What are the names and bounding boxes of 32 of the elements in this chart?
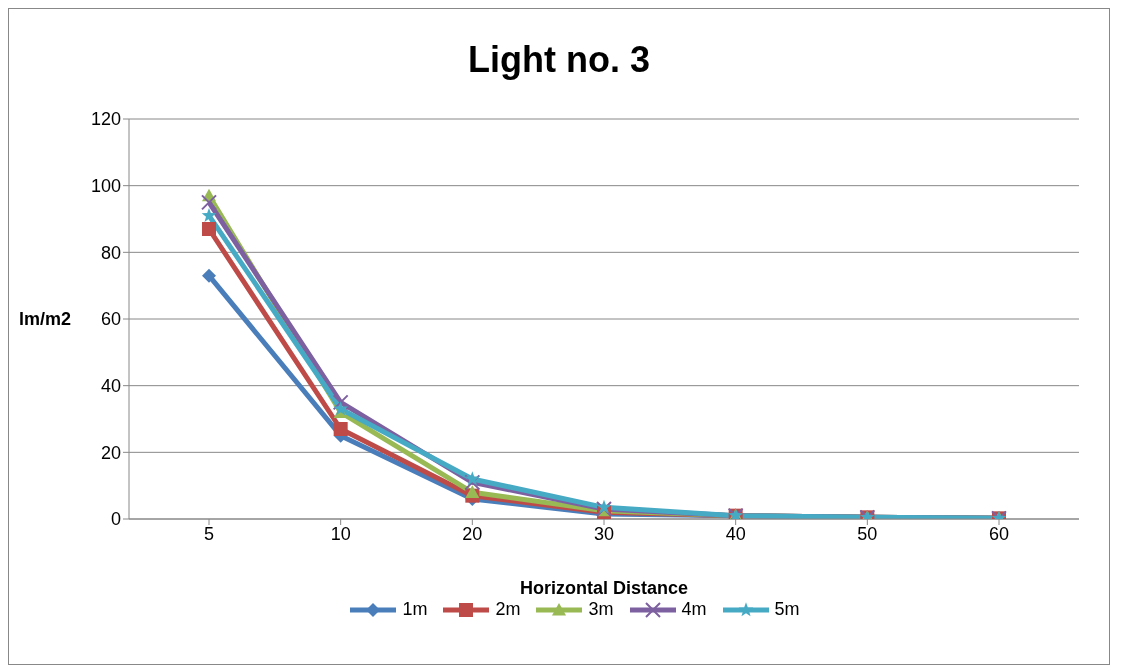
x-tick-label: 10 [330,523,351,544]
point [201,194,217,211]
y-tick-label: 120 [90,109,121,130]
point [333,422,348,436]
y-tick-label: 80 [100,242,121,263]
point [464,474,481,491]
point [465,485,480,498]
point [465,471,480,486]
point [333,401,348,416]
point [202,222,216,236]
legend-label: 3m [588,599,614,620]
y-tick-label: 100 [90,176,121,197]
y-tick-label: 60 [100,309,121,330]
x-tick-label: 30 [593,523,615,544]
chart-title: Light no. 3 [467,39,651,82]
x-tick-label: 40 [725,523,746,544]
legend-label: 5m [774,599,800,620]
x-axis-title: Horizontal Distance [519,578,689,598]
x-tick-label: 50 [857,523,878,544]
x-tick-label: 20 [462,523,483,544]
point [202,268,216,283]
y-tick-label: 20 [100,442,121,463]
y-tick-label: 0 [110,509,121,530]
y-axis-title: lm/m2 [19,309,72,330]
point [332,394,349,411]
legend-label: 4m [681,599,707,620]
x-tick-label: 5 [203,523,215,544]
legend-label: 1m [402,599,428,620]
y-tick-label: 40 [100,376,121,397]
point [201,207,217,222]
x-tick-label: 60 [988,523,1010,544]
legend-label: 2m [495,599,521,620]
